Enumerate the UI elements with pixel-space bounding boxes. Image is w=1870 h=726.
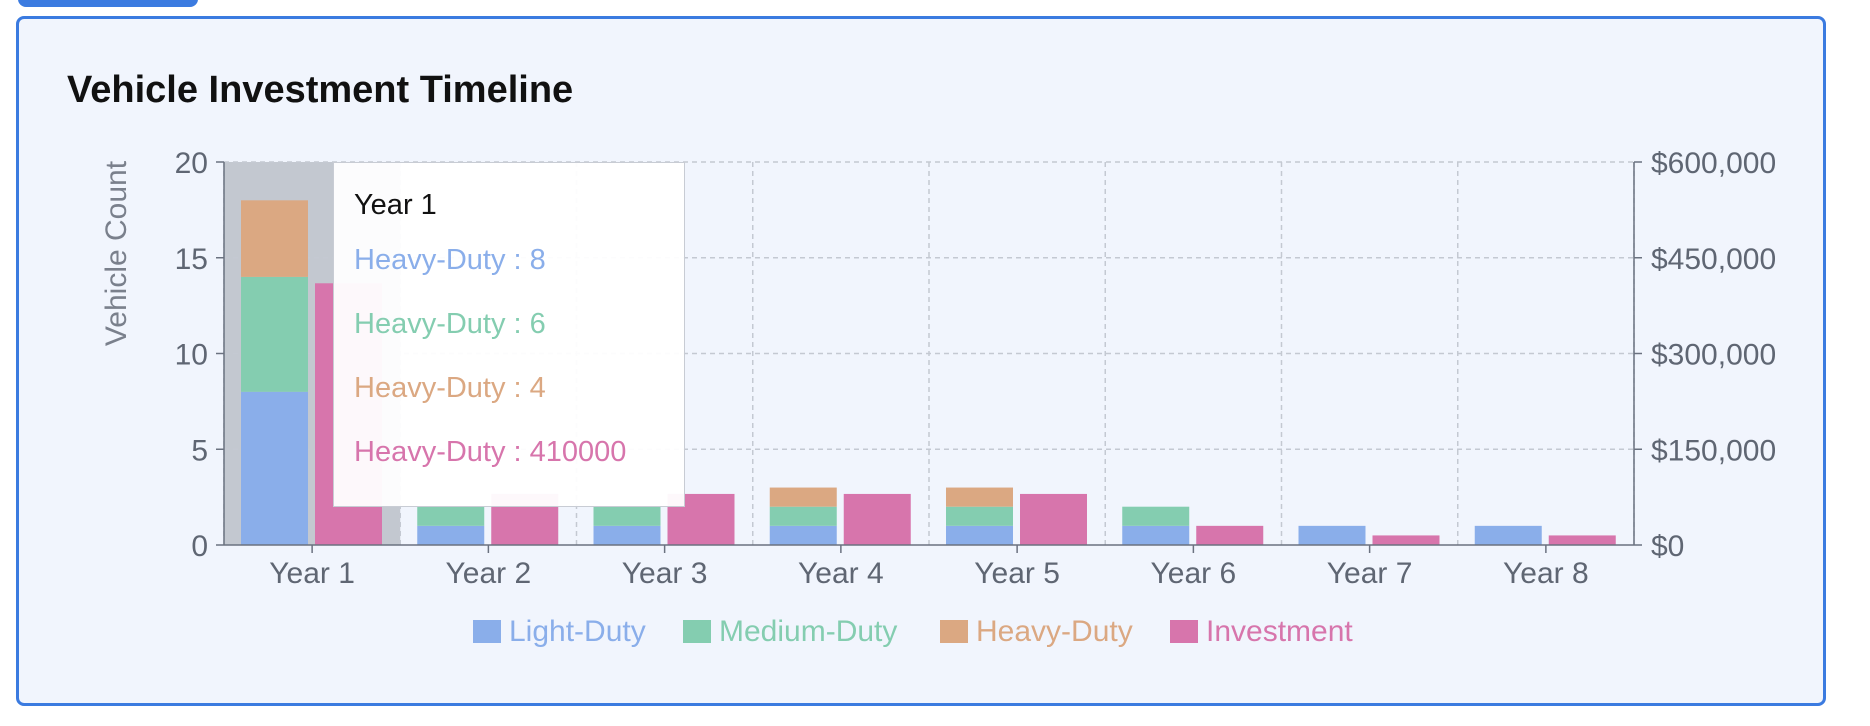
bar-medium-duty-year-5: [946, 507, 1013, 526]
bar-investment-year-8: [1549, 535, 1616, 545]
legend-label-light-duty: Light-Duty: [509, 615, 646, 648]
bar-light-duty-year-2: [417, 526, 484, 545]
bar-heavy-duty-year-1: [241, 200, 308, 277]
right-tick-label: $300,000: [1651, 339, 1776, 372]
tooltip-row-heavy-duty: Heavy-Duty : 4: [354, 372, 664, 436]
bar-light-duty-year-5: [946, 526, 1013, 545]
legend-swatch-investment: [1170, 620, 1198, 643]
right-tick-label: $0: [1651, 530, 1684, 563]
tooltip-row-medium-duty: Heavy-Duty : 6: [354, 308, 664, 372]
x-tick-label: Year 7: [1327, 557, 1413, 590]
left-tick-label: 10: [175, 339, 208, 372]
left-tick-label: 15: [175, 243, 208, 276]
legend-swatch-light-duty: [473, 620, 501, 643]
left-axis-title: Vehicle Count: [100, 160, 133, 346]
left-tick-label: 20: [175, 147, 208, 180]
bar-light-duty-year-3: [594, 526, 661, 545]
x-tick-label: Year 8: [1503, 557, 1589, 590]
bar-medium-duty-year-1: [241, 277, 308, 392]
tooltip-title: Year 1: [354, 189, 664, 222]
bar-medium-duty-year-2: [417, 507, 484, 526]
tooltip-row-light-duty: Heavy-Duty : 8: [354, 244, 664, 308]
legend-label-heavy-duty: Heavy-Duty: [976, 615, 1133, 648]
bar-light-duty-year-1: [241, 392, 308, 545]
chart-tooltip: Year 1 Heavy-Duty : 8 Heavy-Duty : 6 Hea…: [333, 162, 685, 507]
x-tick-label: Year 1: [269, 557, 355, 590]
bar-medium-duty-year-3: [594, 507, 661, 526]
legend-label-medium-duty: Medium-Duty: [719, 615, 897, 648]
bar-medium-duty-year-4: [770, 507, 837, 526]
x-tick-label: Year 2: [446, 557, 532, 590]
right-tick-label: $600,000: [1651, 147, 1776, 180]
left-tick-label: 0: [191, 530, 208, 563]
legend-swatch-medium-duty: [683, 620, 711, 643]
bar-light-duty-year-7: [1299, 526, 1366, 545]
right-tick-label: $450,000: [1651, 243, 1776, 276]
bar-investment-year-7: [1373, 535, 1440, 545]
bar-heavy-duty-year-4: [770, 488, 837, 507]
legend-swatch-heavy-duty: [940, 620, 968, 643]
bar-investment-year-6: [1196, 526, 1263, 545]
bar-medium-duty-year-6: [1122, 507, 1189, 526]
x-tick-label: Year 3: [622, 557, 708, 590]
bar-light-duty-year-8: [1475, 526, 1542, 545]
bar-heavy-duty-year-5: [946, 488, 1013, 507]
x-tick-label: Year 4: [798, 557, 884, 590]
bar-investment-year-5: [1020, 494, 1087, 545]
right-tick-label: $150,000: [1651, 434, 1776, 467]
bar-light-duty-year-6: [1122, 526, 1189, 545]
x-tick-label: Year 6: [1151, 557, 1237, 590]
legend-label-investment: Investment: [1206, 615, 1353, 648]
left-tick-label: 5: [191, 434, 208, 467]
tooltip-row-investment: Heavy-Duty : 410000: [354, 436, 664, 500]
bar-light-duty-year-4: [770, 526, 837, 545]
x-tick-label: Year 5: [974, 557, 1060, 590]
bar-investment-year-4: [844, 494, 911, 545]
